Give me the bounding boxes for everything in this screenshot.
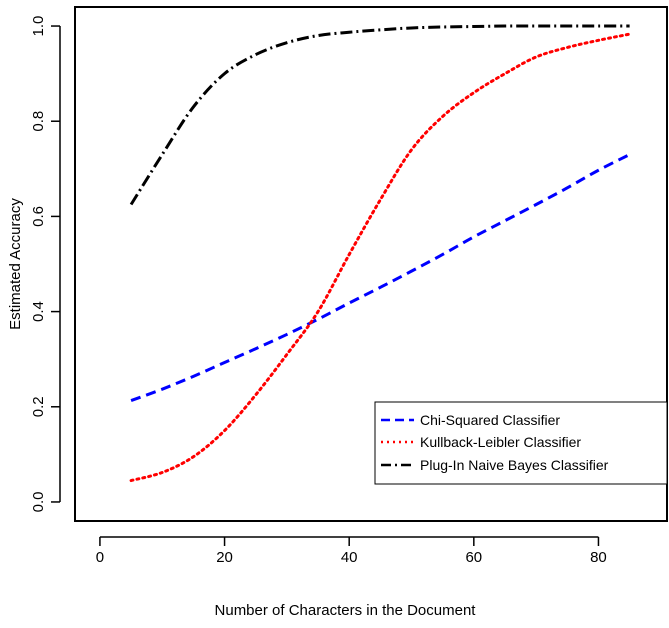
y-tick-label: 0.6	[30, 206, 47, 227]
series-line-kullback-leibler	[129, 32, 632, 483]
legend-kullback-leibler-label: Kullback-Leibler Classifier	[420, 434, 581, 450]
x-axis: 0 20 40 60 80	[96, 536, 607, 566]
x-axis-label: Number of Characters in the Document	[215, 602, 477, 619]
x-tick-label: 80	[590, 549, 607, 566]
legend-box	[374, 401, 668, 485]
y-tick-label: 0.4	[30, 301, 47, 322]
y-tick-label: 0.2	[30, 396, 47, 417]
x-tick-label: 60	[465, 549, 482, 566]
plot-area-frame	[74, 6, 668, 522]
legend-plug-in-naive-bayes-label: Plug-In Naive Bayes Classifier	[420, 457, 609, 473]
y-tick-label: 0.8	[30, 111, 47, 132]
x-tick-label: 20	[216, 549, 233, 566]
legend-chi-squared-label: Chi-Squared Classifier	[420, 412, 560, 428]
y-axis-label: Estimated Accuracy	[7, 198, 24, 330]
x-tick-label: 40	[341, 549, 358, 566]
legend: Chi-Squared Classifier Kullback-Leibler …	[374, 401, 668, 485]
series-line-plug-in-naive-bayes	[129, 24, 630, 206]
x-tick-label: 0	[96, 549, 104, 566]
y-axis: 0.0 0.2 0.4 0.6 0.8 1.0	[30, 16, 61, 513]
y-tick-label: 1.0	[30, 16, 47, 37]
series-line-chi-squared	[130, 153, 631, 402]
series-layer	[129, 24, 632, 483]
y-tick-label: 0.0	[30, 492, 47, 513]
